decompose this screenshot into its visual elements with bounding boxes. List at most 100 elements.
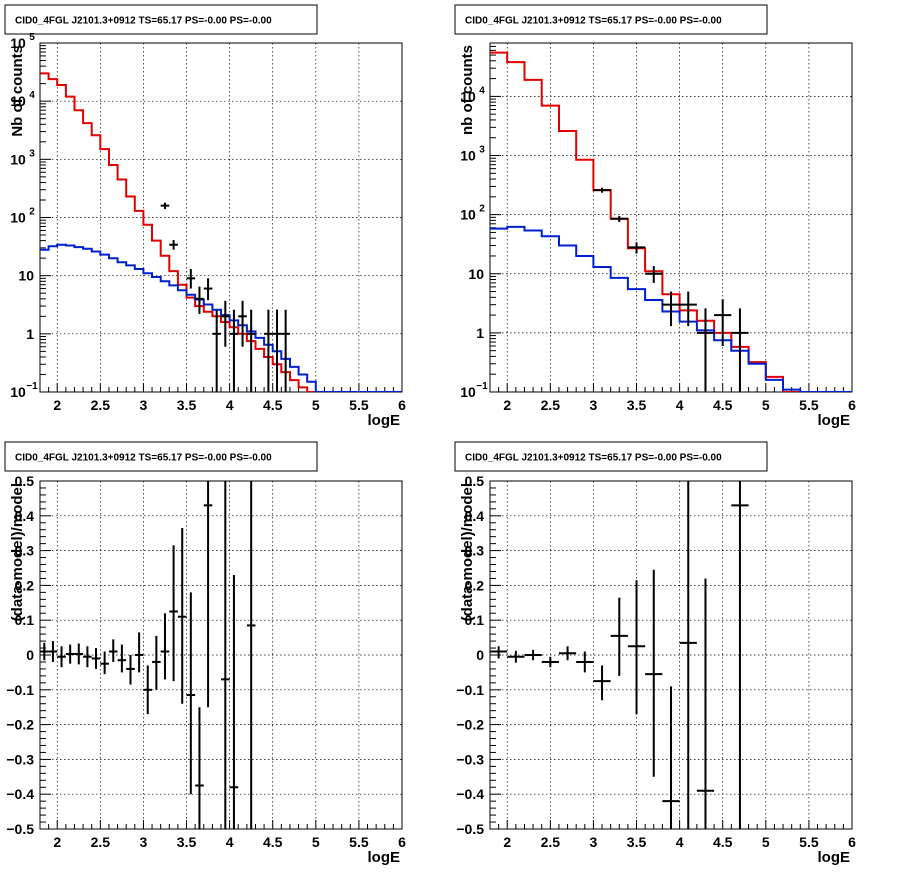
x-tick-label: 3.5	[177, 834, 197, 850]
y-tick-label: −0.1	[6, 682, 34, 698]
y-tick-label: 0.4	[15, 508, 35, 524]
data-point	[229, 574, 239, 829]
y-axis-label: (data-model)/model	[459, 483, 476, 621]
data-point	[507, 650, 525, 663]
x-tick-label: 3.5	[627, 397, 647, 413]
x-tick-label: 5	[762, 397, 770, 413]
y-tick-exponent: 3	[29, 148, 35, 159]
y-tick-exponent: 4	[479, 85, 485, 96]
x-tick-label: 3	[140, 397, 148, 413]
data-point	[40, 642, 49, 661]
data-point	[246, 481, 256, 829]
x-tick-label: 6	[848, 834, 856, 850]
x-tick-label: 6	[398, 834, 406, 850]
y-axis-label: Nb of counts	[9, 45, 26, 137]
x-axis-label: logE	[818, 849, 851, 866]
y-tick-label: 0.3	[465, 543, 485, 559]
title-box	[454, 4, 768, 35]
chart-title: CID0_4FGL J2101.3+0912 TS=65.17 PS=-0.00…	[465, 16, 722, 27]
data-point	[524, 649, 542, 661]
x-tick-label: 2	[503, 397, 511, 413]
y-tick-label: 10	[10, 35, 26, 51]
x-tick-label: 5	[312, 397, 320, 413]
x-tick-label: 6	[848, 397, 856, 413]
data-point	[627, 580, 646, 715]
chart-panel-3: CID0_4FGL J2101.3+0912 TS=65.17 PS=-0.00…	[4, 441, 406, 866]
y-tick-label: 0.5	[465, 473, 485, 489]
data-point	[541, 656, 559, 668]
x-tick-label: 4.5	[263, 834, 283, 850]
data-point	[610, 215, 628, 223]
data-point	[645, 569, 663, 777]
y-tick-exponent: 4	[29, 90, 35, 101]
y-tick-label: −0.1	[456, 682, 484, 698]
data-point	[576, 651, 594, 673]
y-tick-label: 0.4	[465, 508, 485, 524]
total-model-histogram	[490, 51, 852, 392]
data-point	[662, 686, 680, 829]
y-tick-label: −0.3	[456, 751, 484, 767]
background-model-histogram	[490, 225, 852, 392]
x-tick-label: 3.5	[627, 834, 647, 850]
y-axis-label: nb of counts	[459, 45, 476, 135]
total-model-histogram	[40, 72, 402, 392]
data-point	[731, 308, 749, 392]
title-box	[4, 441, 318, 472]
y-tick-label: 0.2	[15, 577, 35, 593]
x-tick-label: 3	[590, 834, 598, 850]
x-tick-label: 5.5	[349, 397, 369, 413]
data-point	[203, 278, 213, 301]
x-tick-label: 2	[53, 397, 61, 413]
data-point	[679, 481, 697, 829]
data-point	[593, 665, 611, 701]
x-tick-label: 4.5	[713, 834, 733, 850]
x-tick-label: 4	[676, 397, 684, 413]
y-tick-label: 10	[10, 151, 26, 167]
y-tick-label: 10	[468, 266, 484, 282]
data-point	[221, 300, 230, 347]
data-point	[731, 481, 749, 829]
y-axis-label: (data-model)/model	[9, 483, 26, 621]
data-point	[610, 597, 628, 676]
y-tick-label: 10	[10, 93, 26, 109]
x-axis-label: logE	[818, 412, 851, 429]
data-point	[160, 202, 170, 210]
x-tick-label: 3	[590, 397, 598, 413]
data-point	[117, 644, 127, 673]
data-point	[558, 646, 577, 661]
plot-frame	[489, 42, 853, 393]
chart-panel-4: CID0_4FGL J2101.3+0912 TS=65.17 PS=-0.00…	[454, 441, 856, 866]
data-point	[134, 632, 144, 673]
x-tick-label: 3	[140, 834, 148, 850]
data-point	[160, 613, 170, 680]
data-point	[696, 308, 715, 392]
y-tick-label: 1	[476, 325, 484, 341]
y-tick-label: 0.3	[15, 543, 35, 559]
x-tick-label: 2.5	[541, 834, 561, 850]
data-point	[264, 309, 273, 392]
x-tick-label: 2.5	[541, 397, 561, 413]
data-point	[186, 269, 196, 289]
y-tick-label: 0.1	[465, 612, 485, 628]
data-point	[57, 646, 66, 668]
x-tick-label: 5.5	[799, 834, 819, 850]
x-tick-label: 5	[312, 834, 320, 850]
data-point	[152, 635, 161, 690]
y-tick-exponent: 5	[29, 32, 35, 43]
background-model-histogram	[40, 243, 402, 392]
data-point	[246, 309, 256, 392]
y-tick-label: 10	[18, 268, 34, 284]
data-point	[281, 309, 290, 392]
x-tick-label: 2.5	[91, 834, 111, 850]
y-tick-label: 0	[476, 647, 484, 663]
x-tick-label: 5.5	[349, 834, 369, 850]
chart-panel-1: CID0_4FGL J2101.3+0912 TS=65.17 PS=-0.00…	[4, 4, 406, 429]
y-tick-label: 0	[26, 647, 34, 663]
chart-title: CID0_4FGL J2101.3+0912 TS=65.17 PS=-0.00…	[465, 453, 722, 464]
y-tick-label: 10	[460, 148, 476, 164]
data-point	[91, 648, 101, 669]
data-point	[100, 651, 109, 675]
chart-title: CID0_4FGL J2101.3+0912 TS=65.17 PS=-0.00…	[15, 453, 272, 464]
y-tick-label: −0.2	[456, 717, 484, 733]
